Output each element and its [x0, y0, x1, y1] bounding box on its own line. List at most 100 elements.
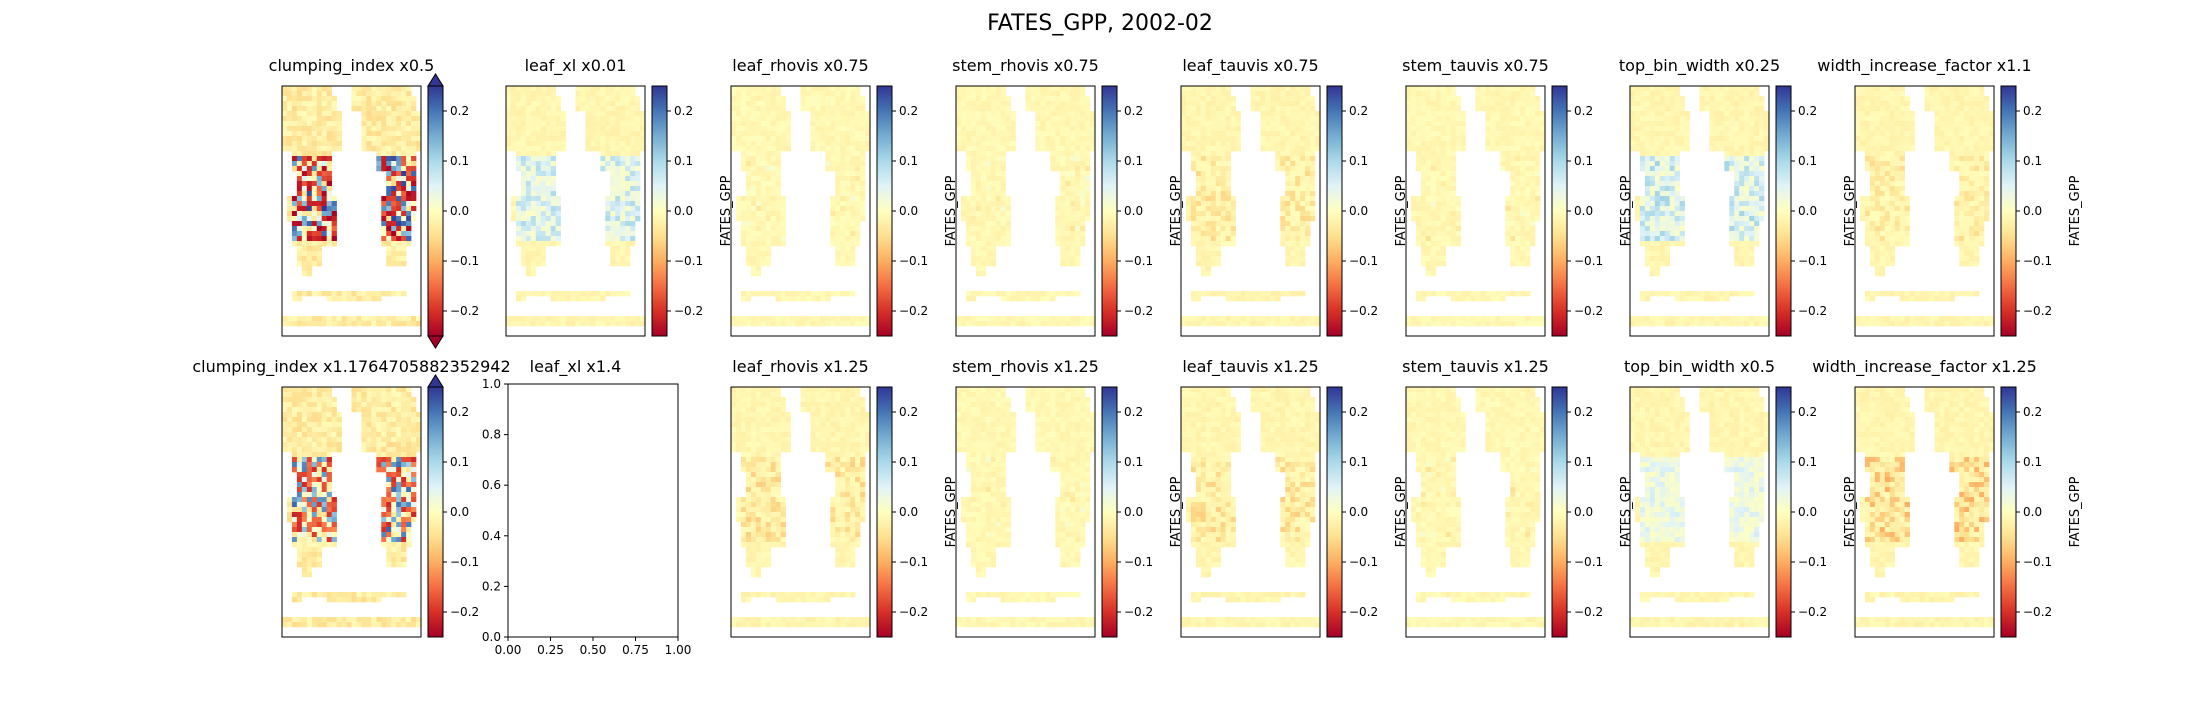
map-cell [1201, 211, 1206, 216]
map-cell [961, 106, 966, 111]
map-cell [1080, 91, 1085, 96]
map-cell [1645, 176, 1650, 181]
map-cell [1510, 226, 1515, 231]
map-cell [635, 196, 640, 201]
map-cell [1406, 126, 1411, 131]
map-cell [600, 141, 605, 146]
map-cell [1305, 191, 1310, 196]
map-cell [751, 226, 756, 231]
map-cell [1744, 176, 1749, 181]
map-cell [391, 321, 396, 326]
map-cell [1231, 196, 1236, 201]
map-cell [1421, 221, 1426, 226]
map-cell [401, 191, 406, 196]
map-cell [1280, 131, 1285, 136]
map-cell [850, 106, 855, 111]
map-cell [531, 256, 536, 261]
map-cell [1729, 131, 1734, 136]
map-cell [1485, 121, 1490, 126]
map-cell [282, 96, 287, 101]
map-cell [1001, 216, 1006, 221]
map-cell [1070, 246, 1075, 251]
map-cell [1075, 231, 1080, 236]
map-cell [541, 111, 546, 116]
map-cell [376, 291, 381, 296]
map-cell [1759, 191, 1764, 196]
map-cell [860, 106, 865, 111]
map-cell [1675, 106, 1680, 111]
map-cell [1045, 131, 1050, 136]
map-cell [1206, 236, 1211, 241]
map-cell [1700, 96, 1705, 101]
map-cell [1431, 271, 1436, 276]
map-cell [625, 256, 630, 261]
map-cell [840, 291, 845, 296]
map-cell [546, 291, 551, 296]
map-cell [1001, 296, 1006, 301]
colorbar-tick-label: 0.1 [1349, 154, 1368, 168]
map-cell [1456, 126, 1461, 131]
map-cell [825, 156, 830, 161]
map-cell [1665, 146, 1670, 151]
map-cell [981, 186, 986, 191]
map-cell [541, 211, 546, 216]
map-cell [1451, 151, 1456, 156]
map-cell [551, 201, 556, 206]
map-cell [1216, 106, 1221, 111]
map-cell [761, 86, 766, 91]
map-cell [1201, 251, 1206, 256]
map-cell [1246, 316, 1251, 321]
map-cell [1290, 181, 1295, 186]
map-cell [1441, 106, 1446, 111]
map-cell [1734, 91, 1739, 96]
map-cell [1211, 226, 1216, 231]
map-cell [371, 121, 376, 126]
map-cell [516, 206, 521, 211]
map-cell [1655, 146, 1660, 151]
map-cell [1191, 111, 1196, 116]
colorbar-label: FATES_GPP [1619, 175, 1634, 246]
map-cell [855, 206, 860, 211]
map-cell [1216, 221, 1221, 226]
map-cell [1500, 111, 1505, 116]
map-cell [1065, 101, 1070, 106]
map-cell [996, 106, 1001, 111]
map-cell [1285, 206, 1290, 211]
map-cell [1080, 176, 1085, 181]
map-cell [1050, 156, 1055, 161]
map-cell [1080, 96, 1085, 101]
map-cell [731, 96, 736, 101]
map-cell [991, 246, 996, 251]
map-cell [635, 211, 640, 216]
map-cell [986, 316, 991, 321]
map-cell [1456, 296, 1461, 301]
map-cell [1724, 151, 1729, 156]
map-cell [1280, 236, 1285, 241]
map-cell [1305, 221, 1310, 226]
map-cell [1305, 206, 1310, 211]
map-cell [751, 246, 756, 251]
map-cell [332, 101, 337, 106]
map-cell [966, 121, 971, 126]
map-cell [1191, 216, 1196, 221]
map-cell [1485, 131, 1490, 136]
map-cell [1300, 106, 1305, 111]
map-cell [1285, 211, 1290, 216]
map-cell [282, 116, 287, 121]
map-cell [1196, 241, 1201, 246]
map-cell [332, 206, 337, 211]
map-cell [605, 221, 610, 226]
map-cell [956, 321, 961, 326]
panel-title: clumping_index x0.5 [269, 56, 435, 76]
map-cell [835, 196, 840, 201]
map-cell [1431, 186, 1436, 191]
map-cell [1525, 166, 1530, 171]
map-cell [1505, 156, 1510, 161]
map-cell [781, 136, 786, 141]
map-cell [1270, 136, 1275, 141]
map-cell [546, 221, 551, 226]
map-cell [1211, 151, 1216, 156]
map-cell [381, 316, 386, 321]
map-cell [1456, 321, 1461, 326]
map-cell [391, 226, 396, 231]
